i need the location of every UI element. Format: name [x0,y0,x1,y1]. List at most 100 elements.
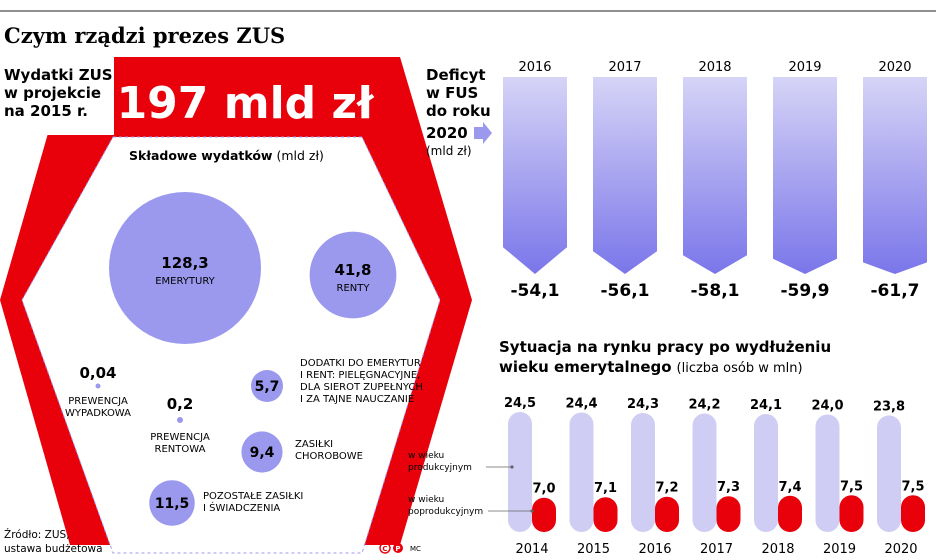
working-bar-2018 [754,413,778,532]
retired-bar-2020 [901,495,925,532]
deficit-year-2018: 2018 [698,60,731,75]
source-line1: Źródło: ZUS, [4,528,70,541]
bubble-4 [250,369,284,403]
spending-label-line2: w projekcie [4,84,101,102]
bubble-name-1-0: RENTY [337,283,371,294]
deficit-value-2017: -56,1 [601,281,650,301]
bubble-value-0: 128,3 [161,254,208,272]
spending-label-line3: na 2015 r. [4,102,88,120]
labor-chart: 24,5 7,0 2014 24,4 7,1 2015 24,3 7,2 2016 24,2 7,3… [504,396,925,557]
labor-year-2015: 2015 [577,542,610,557]
retired-value-2020: 7,5 [901,479,924,494]
labor-unit: (liczba osób w mln) [677,361,803,376]
retired-value-2014: 7,0 [532,482,555,497]
labor-year-2020: 2020 [884,542,917,557]
labor-year-2014: 2014 [515,542,548,557]
deficit-bar-2016 [503,77,567,274]
deficit-bar-2018 [683,77,747,274]
labor-year-2019: 2019 [823,542,856,557]
spending-label-line1: Wydatki ZUS [4,66,113,84]
components-heading: Składowe wydatków (mld zł) [129,148,324,163]
bubble-name-4-3: I ZA TAJNE NAUCZANIE [300,394,414,405]
credit: MC [410,545,421,553]
deficit-arrow-icon [474,122,492,144]
legend-retired-line2: poprodukcyjnym [408,507,483,517]
working-value-2017: 24,2 [688,397,720,412]
deficit-label-line2: w FUS [426,84,478,102]
labor-year-2018: 2018 [761,542,794,557]
legend-working-dot [510,465,514,469]
bubble-name-6-0: POZOSTAŁE ZASIŁKI [203,491,303,502]
retired-bar-2018 [778,495,802,532]
bubble-name-4-0: DODATKI DO EMERYTUR [300,358,421,369]
working-bar-2019 [815,414,840,532]
deficit-label-line4: 2020 [426,124,468,142]
components-title: Składowe wydatków [129,148,273,163]
legend-retired-line1: w wieku [408,495,444,505]
deficit-chart: 2016 -54,1 2017 -56,1 2018 -58,1 2019 -59,9 2020… [503,60,927,301]
retired-bar-2015 [593,497,618,532]
copyright-marks: C P [379,542,403,554]
bubble-value-4: 5,7 [255,379,280,395]
bubble-2 [95,383,101,389]
bubble-0 [109,192,261,344]
working-value-2016: 24,3 [627,397,659,412]
deficit-bar-2019 [773,77,837,274]
labor-year-2017: 2017 [700,542,733,557]
legend-working-line2: produkcyjnym [408,463,472,473]
bubble-name-5-1: CHOROBOWE [295,451,363,462]
bubble-name-2-1: WYPADKOWA [65,408,131,419]
bubble-value-5: 9,4 [250,445,275,461]
spending-inner-outline [21,136,441,554]
publisher-icon [393,543,403,553]
bubble-value-1: 41,8 [334,261,371,279]
deficit-value-2020: -61,7 [871,281,920,301]
working-value-2018: 24,1 [750,398,782,413]
working-value-2020: 23,8 [873,399,905,414]
bubble-1 [309,231,397,319]
deficit-label-line3: do roku [426,102,491,120]
deficit-year-2020: 2020 [878,60,911,75]
spending-bubbles: 128,3 EMERYTURY 41,8 RENTY 0,04 PREWENCJAWYPA… [65,192,423,526]
working-bar-2016 [631,412,655,532]
working-bar-2015 [569,412,594,532]
deficit-value-2016: -54,1 [511,281,560,301]
deficit-year-2016: 2016 [518,60,551,75]
legend-working-line1: w wieku [408,451,444,461]
deficit-value-2019: -59,9 [781,281,830,301]
deficit-label-line1: Deficyt [426,66,486,84]
bubble-name-5-0: ZASIŁKI [295,439,333,450]
working-value-2019: 24,0 [811,398,843,413]
deficit-unit: (mld zł) [426,144,472,158]
retired-bar-2017 [716,496,741,532]
copyright-c-glyph: C [382,545,387,553]
working-value-2015: 24,4 [565,396,597,411]
bubble-value-2: 0,04 [79,364,116,382]
bubble-name-3-1: RENTOWA [155,444,206,455]
retired-value-2019: 7,5 [840,479,863,494]
spending-total: 197 mld zł [117,78,376,129]
bubble-name-0-0: EMERYTURY [155,276,215,287]
bubble-name-4-2: DLA SIEROT ZUPEŁNYCH [300,382,423,393]
bubble-name-6-1: I ŚWIADCZENIA [203,501,280,514]
bubble-name-2-0: PREWENCJA [68,396,128,407]
components-unit: (mld zł) [276,148,323,163]
legend-retired-dot [530,509,534,513]
copyright-icon [379,542,391,554]
working-bar-2020 [877,415,901,532]
bubble-name-4-1: I RENT: PIELĘGNACYJNE, [300,370,420,381]
publisher-p-glyph: P [395,545,400,553]
deficit-year-2019: 2019 [788,60,821,75]
retired-value-2016: 7,2 [655,481,678,496]
retired-value-2018: 7,4 [778,480,801,495]
labor-title-line1: Sytuacja na rynku pracy po wydłużeniu [499,338,831,356]
bubble-5 [241,431,283,473]
working-bar-2014 [508,412,532,532]
source-line2: ustawa budżetowa [4,543,103,555]
bubble-value-3: 0,2 [167,395,194,413]
bubble-6 [149,480,195,526]
retired-bar-2016 [655,496,679,532]
deficit-value-2018: -58,1 [691,281,740,301]
retired-value-2017: 7,3 [717,480,740,495]
